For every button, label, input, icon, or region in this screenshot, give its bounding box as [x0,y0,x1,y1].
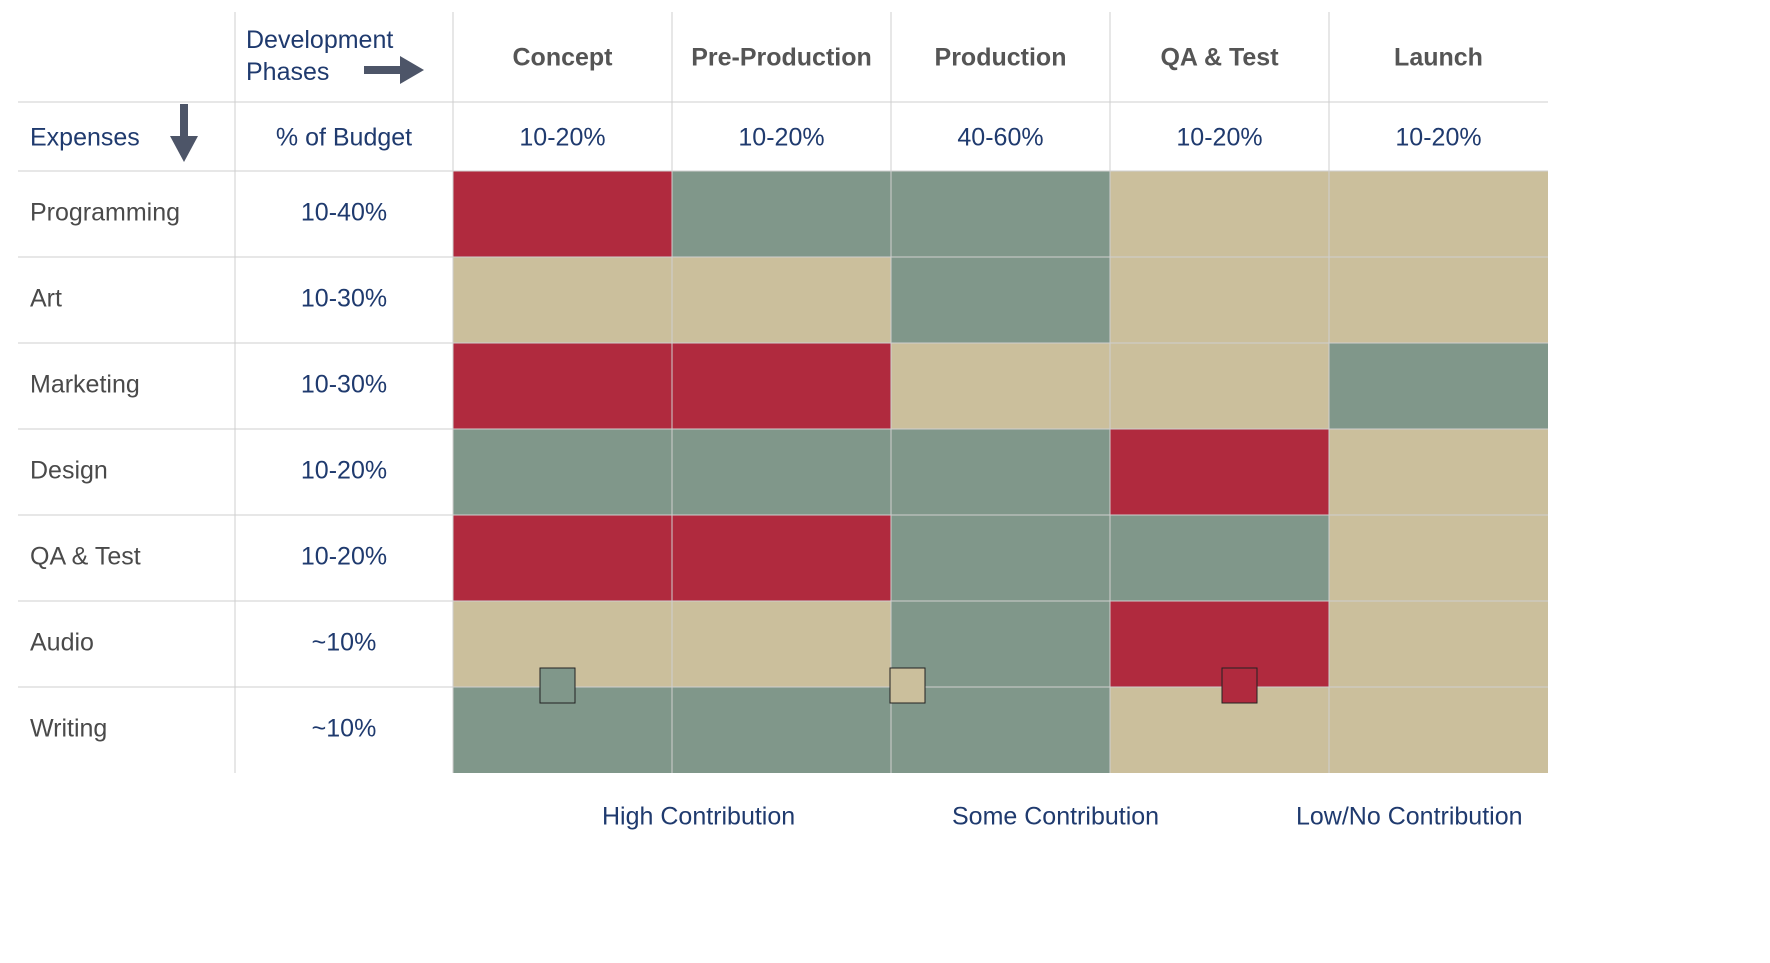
cell [1329,171,1548,257]
row-budget: 10-30% [301,285,387,313]
cell [1329,687,1548,773]
cell [891,601,1110,687]
cell [1329,257,1548,343]
row-budget: 10-20% [301,457,387,485]
row-name: Writing [30,715,107,743]
legend-swatch [539,667,576,704]
phase-budget: 10-20% [738,124,824,152]
cell [1110,515,1329,601]
cell [672,257,891,343]
cell [453,515,672,601]
row-budget: ~10% [312,629,377,657]
row-name: Audio [30,629,94,657]
down-arrow [170,104,198,162]
legend-swatch [1221,667,1258,704]
row-name: Art [30,285,62,313]
cell [1329,429,1548,515]
cell [1329,343,1548,429]
cell [672,687,891,773]
legend-swatch [889,667,926,704]
cell [672,171,891,257]
cell [672,429,891,515]
row-budget: ~10% [312,715,377,743]
cell [891,687,1110,773]
phase-name: Launch [1394,44,1483,72]
row-budget: 10-40% [301,199,387,227]
cell [1110,687,1329,773]
phase-label-box: Development Phases [246,26,394,86]
phase-name: Production [935,44,1067,72]
phase-name: QA & Test [1160,44,1279,72]
cell [891,343,1110,429]
phase-budget: 10-20% [1395,124,1481,152]
legend-label: High Contribution [602,803,795,831]
cell [672,515,891,601]
row-name: Programming [30,199,180,227]
cell [1110,601,1329,687]
cell [1110,343,1329,429]
cell [453,171,672,257]
cell [1329,515,1548,601]
legend-label: Some Contribution [952,803,1159,831]
budget-label: % of Budget [276,124,412,152]
row-name: Marketing [30,371,140,399]
cell [1110,429,1329,515]
phase-budget: 10-20% [519,124,605,152]
phase-label: Development Phases [246,26,394,86]
cell [891,429,1110,515]
cell [891,257,1110,343]
legend-label: Low/No Contribution [1296,803,1523,831]
cell [672,343,891,429]
phase-name: Pre-Production [691,44,872,72]
row-name: Design [30,457,108,485]
row-name: QA & Test [30,543,141,571]
phase-budget: 10-20% [1176,124,1262,152]
cell [1110,171,1329,257]
cell [891,171,1110,257]
expenses-label: Expenses [30,124,140,152]
phase-name: Concept [513,44,614,72]
cell [672,601,891,687]
phase-budget: 40-60% [957,124,1043,152]
cell [891,515,1110,601]
cell [453,343,672,429]
cell [453,429,672,515]
row-budget: 10-30% [301,371,387,399]
cell [453,257,672,343]
row-budget: 10-20% [301,543,387,571]
right-arrow [364,56,424,84]
cell [1110,257,1329,343]
cell [1329,601,1548,687]
